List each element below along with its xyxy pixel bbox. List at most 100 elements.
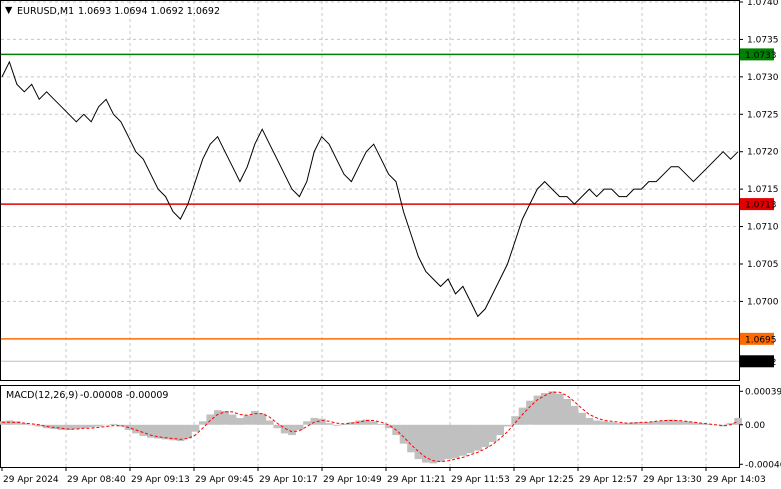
macd-bar	[451, 424, 460, 459]
macd-bar	[637, 422, 646, 425]
macd-bar	[28, 424, 36, 426]
macd-bar	[303, 421, 311, 425]
macd-tick-label: 0.00039	[745, 387, 781, 397]
macd-bar	[139, 424, 148, 436]
macd-bar	[384, 424, 393, 429]
x-tick-label: 29 Apr 11:53	[451, 475, 510, 485]
macd-bar	[65, 424, 73, 430]
macd-bar	[652, 421, 661, 425]
x-tick-label: 29 Apr 11:21	[387, 475, 446, 485]
price-line	[1, 60, 739, 318]
macd-bar	[578, 412, 586, 425]
y-tick-label: 1.0720	[747, 148, 779, 158]
macd-bar	[600, 421, 609, 425]
macd-axis: 0.00039 0.00 -0.00046	[739, 387, 781, 470]
macd-bar	[228, 414, 237, 425]
macd-bar	[102, 424, 111, 426]
macd-bar	[325, 423, 334, 425]
macd-bar	[496, 424, 505, 436]
macd-bar	[697, 423, 705, 425]
macd-bar	[555, 393, 564, 425]
macd-bar	[622, 423, 631, 425]
macd-bar	[682, 421, 690, 425]
price-axis: 1.0740 1.0735 1.0730 1.0725 1.0720 1.0715 1.07…	[739, 0, 779, 307]
macd-bar	[726, 423, 735, 425]
level-badge	[740, 355, 774, 368]
x-tick-label: 29 Apr 12:57	[579, 475, 638, 485]
macd-bar	[503, 424, 512, 427]
macd-bar	[362, 419, 371, 425]
macd-bar	[94, 424, 103, 427]
x-tick-label: 29 Apr 2024	[3, 475, 59, 485]
x-tick-label: 29 Apr 13:30	[643, 475, 702, 485]
macd-bar	[161, 424, 170, 440]
macd-signal	[2, 391, 739, 463]
macd-bar	[0, 421, 6, 425]
macd-bar	[251, 411, 259, 425]
macd-bar	[607, 422, 616, 425]
macd-bar	[370, 421, 378, 425]
main-pane-frame	[0, 0, 740, 381]
macd-bar	[221, 411, 229, 425]
macd-label: MACD(12,26,9)	[6, 390, 78, 401]
macd-bar	[414, 424, 423, 460]
macd-bar	[258, 413, 267, 425]
y-tick-label: 1.0710	[747, 223, 779, 233]
x-tick-label: 29 Apr 10:17	[259, 475, 318, 485]
x-tick-label: 29 Apr 09:13	[131, 475, 190, 485]
macd-bar	[295, 424, 304, 430]
level-badge	[740, 198, 774, 211]
level-label: 1.0733	[745, 51, 777, 61]
macd-bar	[280, 424, 289, 434]
macd-bar	[184, 424, 192, 439]
macd-bar	[533, 395, 542, 425]
macd-bar	[585, 417, 594, 425]
macd-bar	[154, 424, 163, 439]
y-tick-label: 1.0705	[747, 260, 779, 270]
macd-bar	[243, 415, 252, 425]
macd-bar	[719, 424, 728, 427]
macd-bar	[466, 424, 475, 454]
macd-bar	[109, 423, 118, 425]
macd-bar	[548, 391, 557, 425]
price-series	[1, 60, 739, 318]
macd-bar	[436, 424, 445, 462]
macd-bar	[541, 393, 549, 425]
x-tick-label: 29 Apr 14:03	[707, 475, 766, 485]
y-tick-label: 1.0735	[747, 35, 779, 45]
y-tick-label: 1.0740	[747, 0, 779, 8]
macd-bar	[20, 423, 29, 425]
macd-histogram	[0, 391, 742, 464]
macd-bar	[191, 424, 200, 432]
macd-bar	[488, 424, 497, 442]
macd-bar	[459, 424, 467, 456]
y-tick-label: 1.0725	[747, 110, 779, 120]
macd-bar	[377, 423, 386, 425]
macd-bar	[35, 424, 44, 427]
macd-bar	[176, 424, 185, 442]
x-tick-label: 29 Apr 08:40	[67, 475, 126, 485]
header-arrow[interactable]: ▼	[5, 5, 13, 16]
macd-bar	[13, 421, 21, 425]
macd-bar	[429, 424, 438, 464]
macd-bar	[570, 405, 579, 425]
macd-tick-label: -0.00046	[745, 460, 781, 470]
macd-bar	[526, 400, 534, 425]
macd-bar	[169, 424, 177, 441]
macd-tick-label: 0.00	[745, 421, 765, 431]
header-symbol: EURUSD,M1	[17, 6, 74, 17]
macd-bar	[444, 424, 452, 460]
macd-bar	[72, 424, 81, 430]
y-tick-label: 1.0730	[747, 73, 779, 83]
macd-bar	[518, 407, 527, 425]
macd-bar	[407, 424, 415, 453]
level-badge	[740, 332, 774, 345]
macd-bar	[117, 424, 125, 427]
macd-bar	[80, 424, 88, 429]
level-label: 1.0695	[745, 335, 777, 345]
macd-bar	[667, 419, 676, 425]
macd-bar	[87, 424, 96, 428]
macd-bar	[57, 424, 66, 430]
macd-bar	[689, 422, 698, 425]
